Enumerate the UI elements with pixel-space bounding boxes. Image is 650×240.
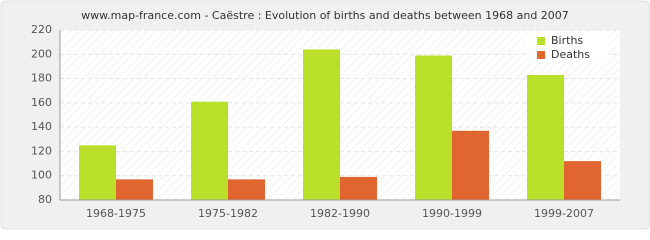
legend-label: Births bbox=[551, 34, 583, 47]
y-tick-label: 120 bbox=[31, 144, 52, 157]
y-tick-label: 140 bbox=[31, 120, 52, 133]
x-tick-label: 1968-1975 bbox=[86, 207, 146, 220]
y-tick-label: 200 bbox=[31, 47, 52, 60]
bar bbox=[191, 101, 228, 200]
legend-swatch bbox=[537, 51, 545, 59]
x-tick-label: 1990-1999 bbox=[422, 207, 482, 220]
y-tick-label: 80 bbox=[38, 193, 52, 206]
chart: www.map-france.com - Caëstre : Evolution… bbox=[0, 0, 650, 230]
bar bbox=[116, 179, 153, 200]
page: {"chart_data": {"type": "bar", "title": … bbox=[0, 0, 650, 230]
y-tick-label: 100 bbox=[31, 169, 52, 182]
legend-label: Deaths bbox=[551, 48, 590, 61]
y-tick-label: 220 bbox=[31, 23, 52, 36]
bar bbox=[228, 179, 265, 200]
bar bbox=[340, 176, 377, 200]
bar bbox=[415, 55, 452, 200]
x-tick-label: 1982-1990 bbox=[310, 207, 370, 220]
y-tick-label: 180 bbox=[31, 72, 52, 85]
chart-title: www.map-france.com - Caëstre : Evolution… bbox=[81, 9, 569, 22]
x-tick-label: 1999-2007 bbox=[534, 207, 594, 220]
legend-swatch bbox=[537, 37, 545, 45]
bar bbox=[303, 49, 340, 200]
bar bbox=[527, 74, 564, 200]
y-tick-label: 160 bbox=[31, 96, 52, 109]
bar bbox=[452, 130, 489, 200]
x-tick-label: 1975-1982 bbox=[198, 207, 258, 220]
bar bbox=[79, 145, 116, 200]
bar bbox=[564, 161, 601, 200]
